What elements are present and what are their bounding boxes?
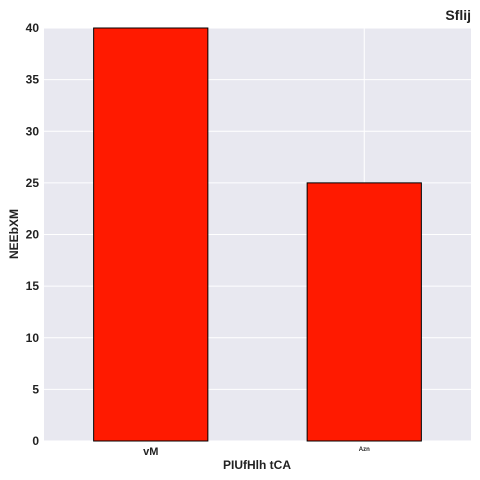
y-tick-label: 0 [32, 434, 39, 448]
y-tick-label: 35 [26, 73, 40, 87]
bar-azn [306, 182, 422, 442]
y-tick-label: 40 [26, 21, 40, 35]
x-axis-ticks: vM Azn [143, 446, 370, 458]
y-axis-title: NEEbXM [7, 209, 21, 259]
y-tick-label: 30 [26, 124, 40, 138]
x-tick-label: vM [143, 446, 158, 458]
y-tick-label: 25 [26, 176, 40, 190]
y-tick-label: 20 [26, 228, 40, 242]
chart-title: Sflij [445, 7, 471, 23]
y-axis-ticks: 0 5 10 15 20 25 30 35 40 [26, 21, 40, 448]
bars [93, 27, 422, 442]
x-axis-title: PIUfHlh tCA [223, 458, 291, 472]
x-tick-label: Azn [359, 447, 370, 453]
y-tick-label: 10 [26, 331, 40, 345]
bar-vm [93, 27, 209, 442]
y-tick-label: 15 [26, 279, 40, 293]
y-tick-label: 5 [32, 382, 39, 396]
